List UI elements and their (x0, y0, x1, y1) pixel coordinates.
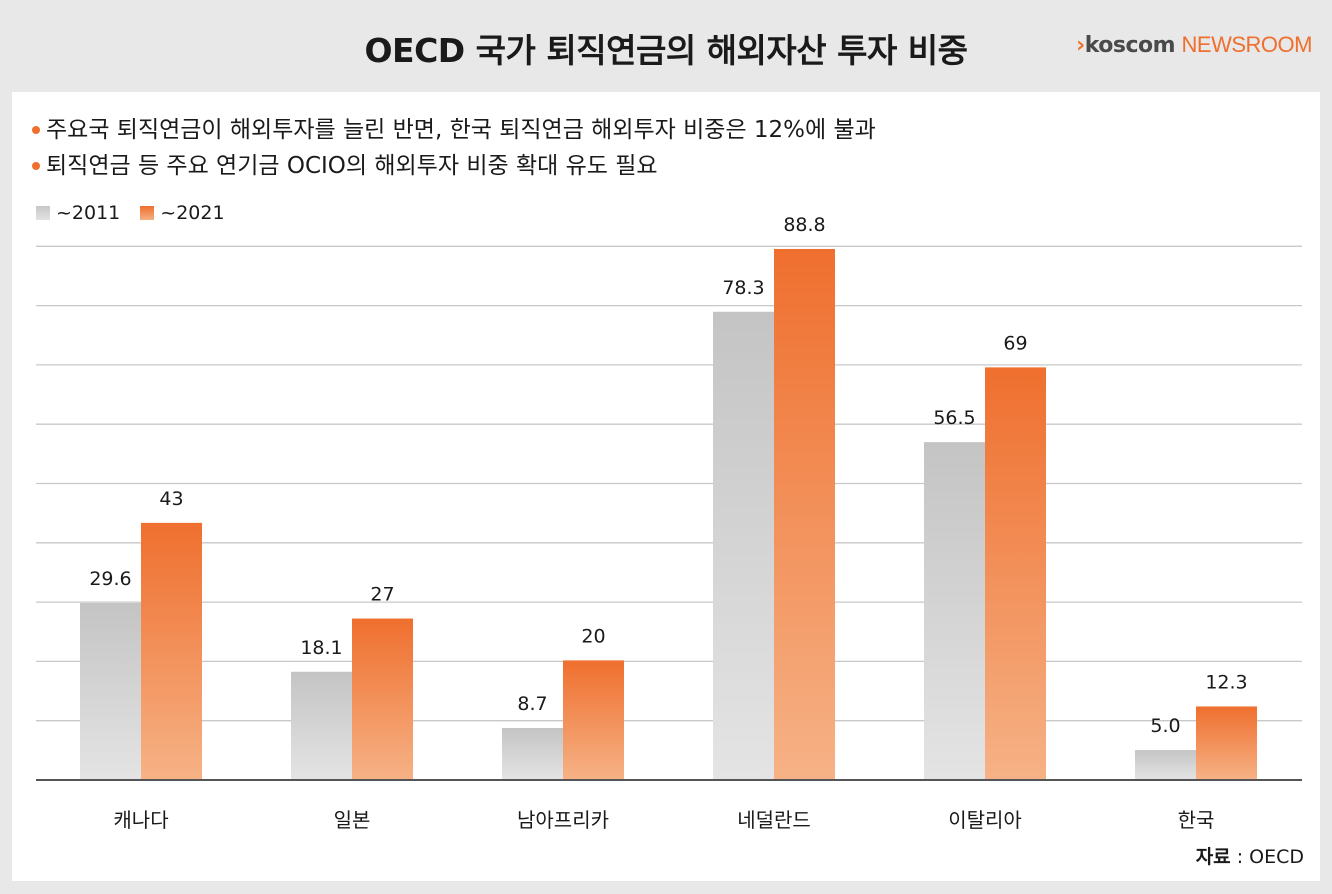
bar-2011 (1135, 750, 1196, 780)
summary-bullets: 주요국 퇴직연금이 해외투자를 늘린 반면, 한국 퇴직연금 해외투자 비중은 … (32, 112, 876, 184)
bar-2011 (713, 311, 774, 780)
bar-2011 (291, 671, 352, 780)
bullet-text: 주요국 퇴직연금이 해외투자를 늘린 반면, 한국 퇴직연금 해외투자 비중은 … (46, 117, 876, 143)
data-label: 43 (159, 488, 183, 510)
chevron-right-icon: › (1076, 33, 1085, 58)
x-tick-label: 네덜란드 (737, 808, 811, 832)
bar-2011 (924, 442, 985, 780)
data-label: 78.3 (722, 277, 764, 299)
bullet-item: 퇴직연금 등 주요 연기금 OCIO의 해외투자 비중 확대 유도 필요 (32, 148, 876, 184)
bar-2011 (80, 602, 141, 780)
brand-name: koscom (1084, 33, 1176, 58)
data-label: 69 (1003, 332, 1027, 354)
bullet-dot-icon (32, 126, 40, 134)
legend-item-2021: ~2021 (140, 202, 225, 224)
data-label: 12.3 (1205, 671, 1247, 693)
bar-2021 (1196, 706, 1257, 780)
x-tick-label: 남아프리카 (517, 808, 609, 832)
chart-legend: ~2011 ~2021 (36, 202, 245, 224)
source-sep: : (1230, 846, 1250, 868)
legend-label-2011: ~2011 (56, 202, 121, 224)
bar-2021 (141, 522, 202, 780)
source-value: OECD (1249, 846, 1304, 868)
bar-chart: 29.6 43 18.1 27 8.7 20 78.3 88.8 56.5 69 5.0 12.3 캐… (36, 214, 1302, 832)
bar-2021 (563, 660, 624, 780)
legend-swatch-2011 (36, 206, 50, 220)
header: OECD 국가 퇴직연금의 해외자산 투자 비중 ›koscom NEWSROO… (0, 0, 1332, 92)
data-label: 27 (370, 584, 394, 606)
bullet-dot-icon (32, 162, 40, 170)
legend-label-2021: ~2021 (160, 202, 225, 224)
legend-item-2011: ~2011 (36, 202, 120, 224)
bullet-item: 주요국 퇴직연금이 해외투자를 늘린 반면, 한국 퇴직연금 해외투자 비중은 … (32, 112, 876, 148)
data-label: 88.8 (783, 214, 825, 236)
x-tick-label: 캐나다 (113, 808, 168, 832)
bullet-text: 퇴직연금 등 주요 연기금 OCIO의 해외투자 비중 확대 유도 필요 (46, 153, 658, 179)
data-label: 5.0 (1150, 715, 1180, 737)
x-tick-label: 일본 (334, 808, 371, 832)
source-label: 자료 (1195, 846, 1231, 868)
data-label: 29.6 (89, 568, 131, 590)
bar-2021 (774, 248, 835, 780)
brand-logo[interactable]: ›koscom NEWSROOM (1076, 32, 1312, 58)
legend-swatch-2021 (140, 206, 155, 220)
data-label: 8.7 (517, 693, 547, 715)
source-note: 자료 : OECD (1196, 842, 1304, 869)
x-tick-label: 이탈리아 (948, 808, 1022, 832)
brand-suffix: NEWSROOM (1181, 32, 1313, 57)
chart-panel: 주요국 퇴직연금이 해외투자를 늘린 반면, 한국 퇴직연금 해외투자 비중은 … (12, 92, 1320, 881)
data-label: 56.5 (933, 407, 975, 429)
bar-2021 (352, 618, 413, 780)
page-title: OECD 국가 퇴직연금의 해외자산 투자 비중 (364, 31, 968, 70)
data-label: 18.1 (300, 637, 342, 659)
bar-2021 (985, 367, 1046, 780)
bar-2011 (502, 727, 563, 780)
x-tick-label: 한국 (1178, 808, 1215, 832)
data-label: 20 (581, 625, 605, 647)
